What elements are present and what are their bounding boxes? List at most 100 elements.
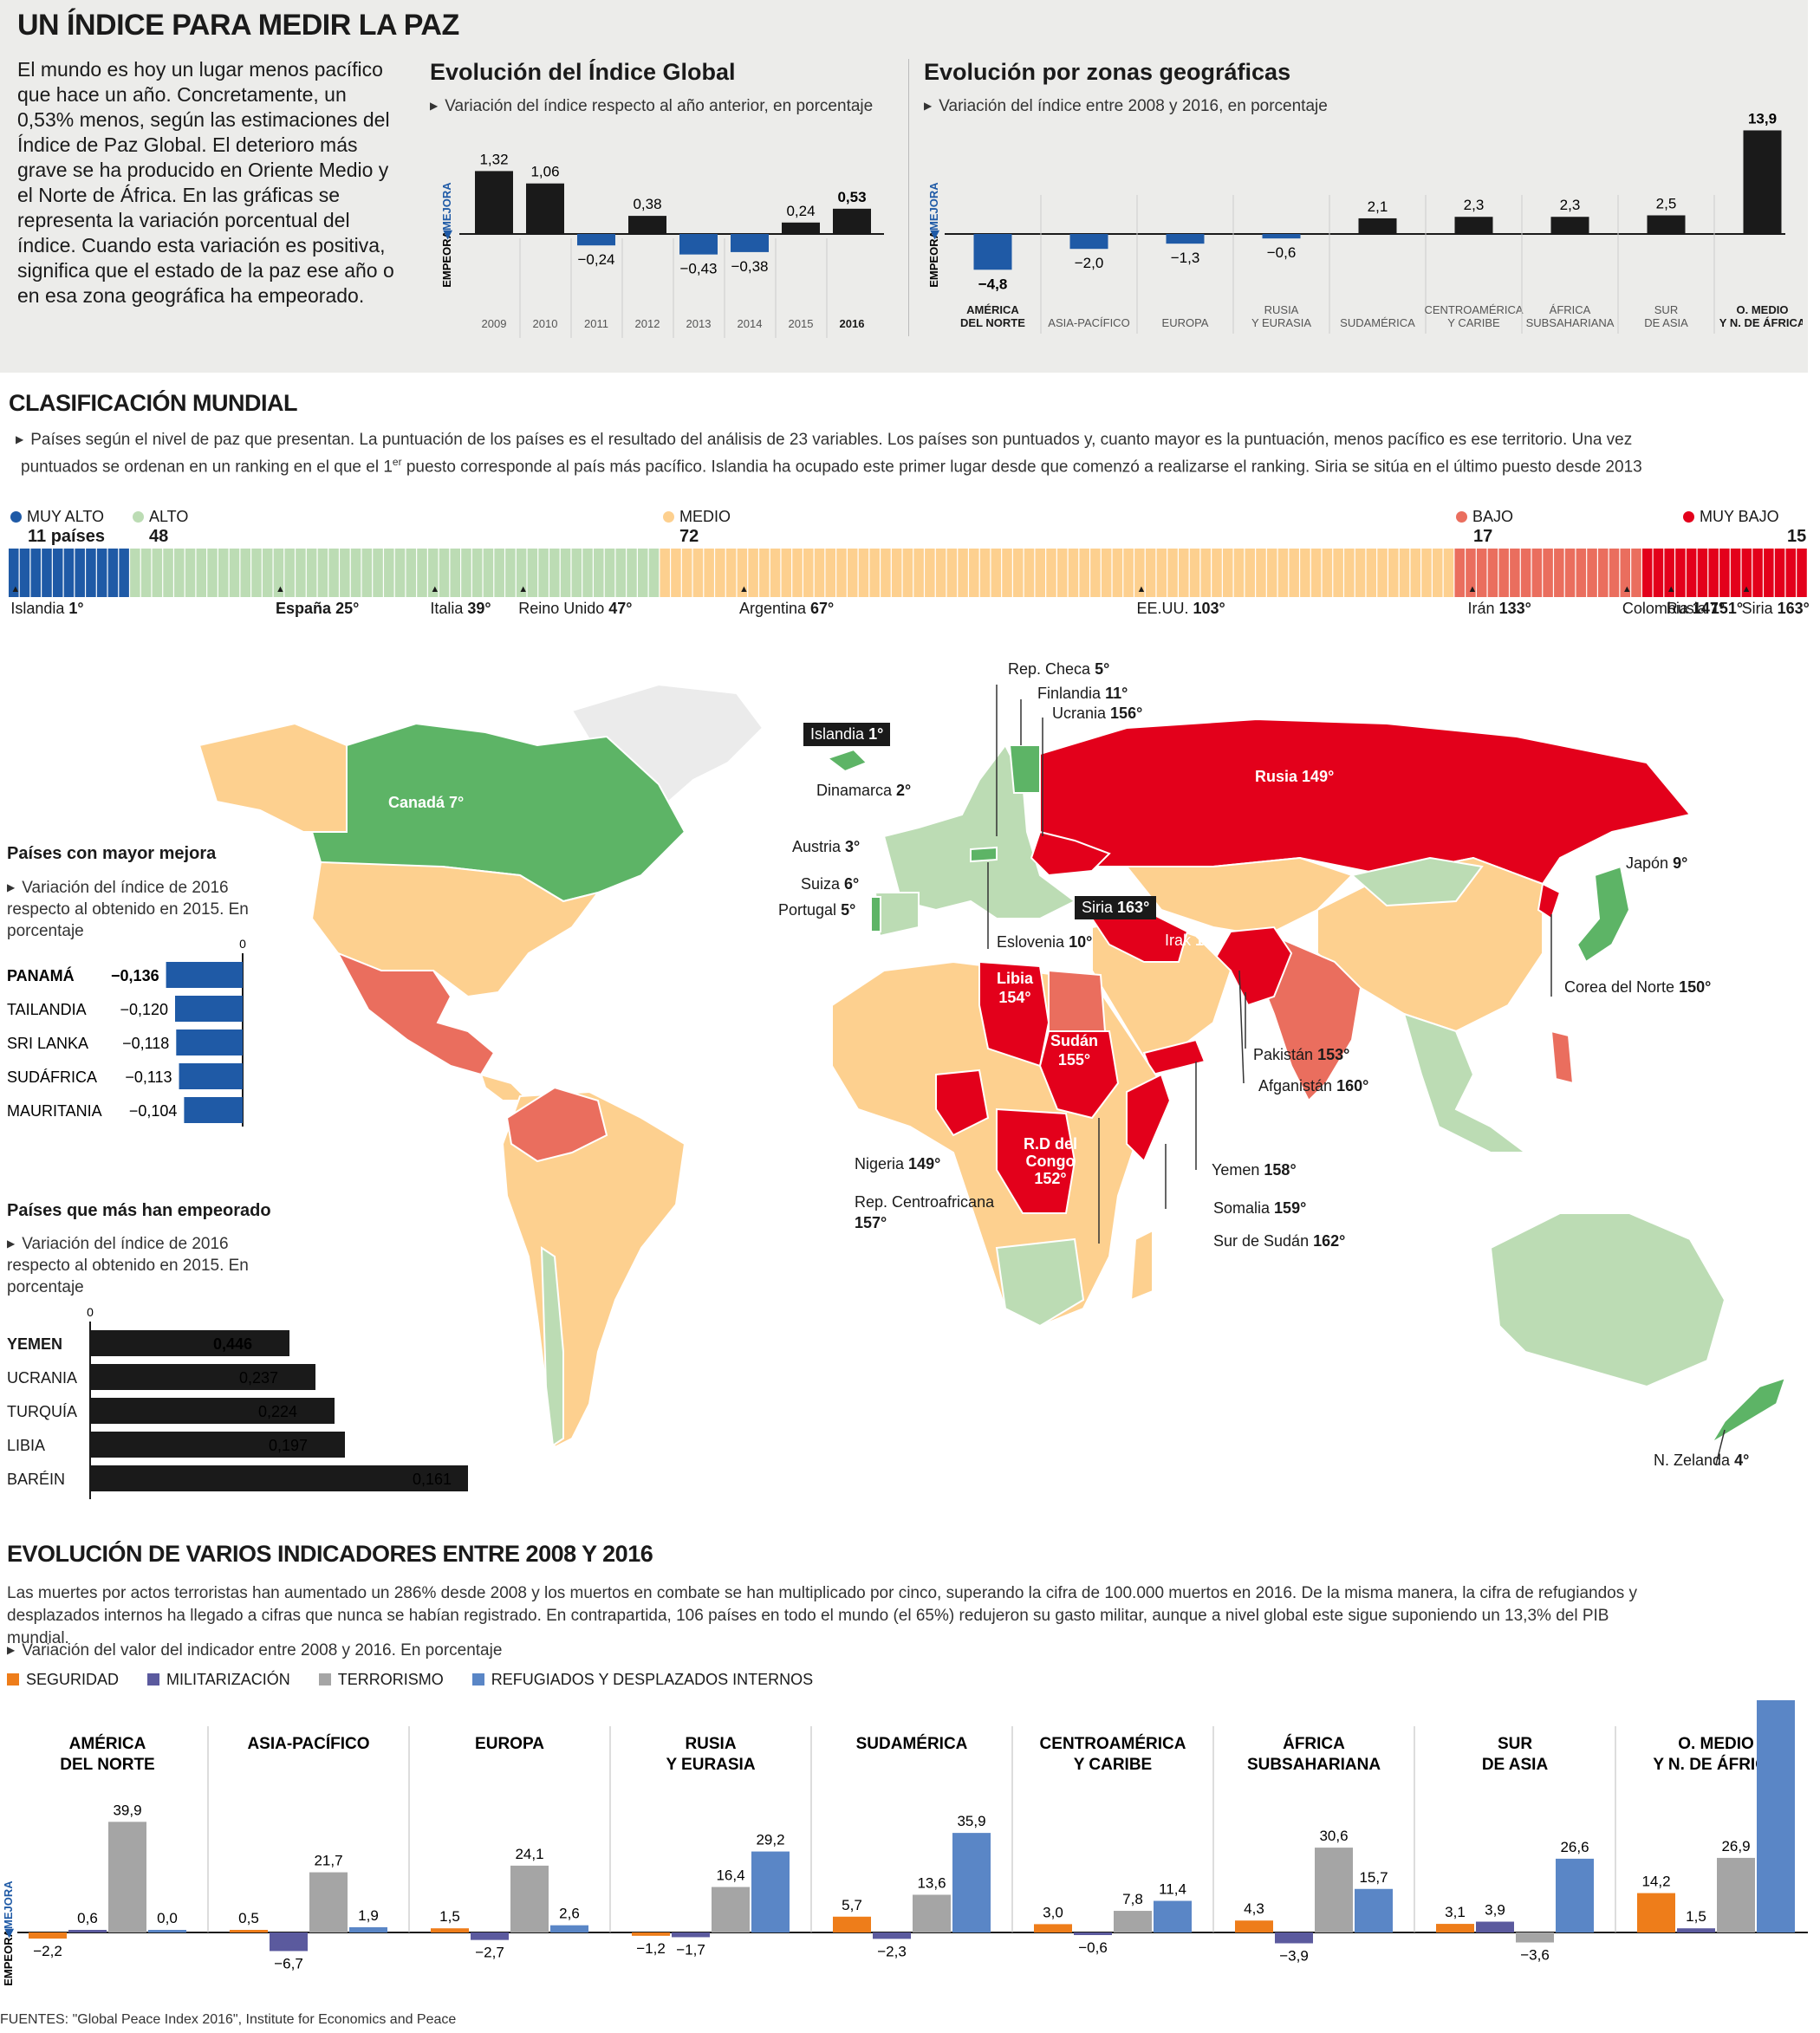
value-label: −1,7 <box>676 1941 705 1958</box>
rank-stripe <box>549 549 560 597</box>
value-label: 1,5 <box>1686 1908 1706 1925</box>
rank-stripe <box>1333 549 1343 597</box>
marker-rank: 133° <box>1498 600 1531 617</box>
bar-improved <box>176 1029 243 1055</box>
tick-label: RUSIA <box>1264 303 1299 316</box>
bar-2010 <box>526 183 564 234</box>
value-label: 0,237 <box>239 1369 278 1387</box>
tick-label: CENTROAMÉRICA <box>1424 303 1523 316</box>
value-label: −0,113 <box>125 1068 172 1086</box>
bar-zone-4 <box>1358 218 1397 234</box>
global-chart-title: Evolución del Índice Global <box>430 59 736 85</box>
value-label: 0,0 <box>157 1910 178 1926</box>
legend-count-alto: 48 <box>149 527 169 546</box>
rank-stripe <box>406 549 417 597</box>
row-label: TURQUÍA <box>7 1403 77 1420</box>
bar-indicator <box>952 1833 991 1932</box>
country-rank: 6° <box>844 875 860 893</box>
rank-marker: Siria 163° <box>1742 584 1810 618</box>
rank-stripe <box>273 549 284 597</box>
rank-stripe <box>1012 549 1024 597</box>
map-label-sur-sudan: Sur de Sudán 162° <box>1213 1232 1345 1250</box>
legend-label: REFUGIADOS Y DESPLAZADOS INTERNOS <box>491 1671 814 1688</box>
group-label: Y N. DE ÁFRICA <box>1653 1755 1779 1774</box>
rank-stripe <box>417 549 427 597</box>
value-label: 0,5 <box>238 1910 259 1926</box>
bar-indicator <box>550 1925 588 1932</box>
mongolia-shape <box>1349 856 1484 907</box>
rank-stripe <box>1641 549 1653 597</box>
tick-label: Y N. DE ÁFRICA <box>1719 316 1803 329</box>
rank-stripe <box>9 549 19 597</box>
legend-seguridad: SEGURIDAD <box>7 1671 119 1688</box>
value-label: 26,9 <box>1721 1838 1750 1854</box>
rank-stripe <box>1653 549 1664 597</box>
rank-stripe <box>881 549 891 597</box>
country-name: Nigeria <box>855 1155 905 1172</box>
rank-stripe <box>1377 549 1388 597</box>
rank-stripe <box>75 549 85 597</box>
map-label-afganistan: Afganistán 160° <box>1258 1077 1368 1095</box>
rank-stripe <box>450 549 460 597</box>
map-chip-islandia: Islandia 1° <box>803 723 891 746</box>
rank-stripe <box>1256 549 1266 597</box>
rank-stripe <box>1200 549 1212 597</box>
legend-label: TERRORISMO <box>337 1671 444 1688</box>
tick-label: ASIA-PACÍFICO <box>1048 316 1129 329</box>
rank-stripe <box>1189 549 1200 597</box>
rank-stripe <box>792 549 803 597</box>
legend-swatch <box>471 1673 484 1686</box>
country-name: Sur de Sudán <box>1213 1232 1310 1250</box>
country-rank: 149° <box>908 1155 941 1172</box>
portugal-shape <box>870 896 881 932</box>
rank-stripe <box>825 549 836 597</box>
legend-label: ALTO <box>149 508 189 525</box>
tick-label: 2015 <box>789 317 814 330</box>
rank-stripe <box>1797 549 1807 597</box>
group-label: Y CARIBE <box>1074 1756 1152 1774</box>
map-label-finlandia: Finlandia 11° <box>1037 685 1128 703</box>
rank-stripe <box>1697 549 1708 597</box>
map-label-canada: Canadá 7° <box>388 794 464 812</box>
rank-stripe <box>516 549 527 597</box>
bar-indicator <box>68 1930 107 1932</box>
value-label: −2,3 <box>877 1943 907 1959</box>
rank-stripe <box>1543 549 1553 597</box>
rank-stripe <box>163 549 173 597</box>
value-label: −0,104 <box>129 1102 178 1120</box>
rank-stripe <box>748 549 758 597</box>
rank-stripe <box>1035 549 1046 597</box>
tick-label: SUR <box>1654 303 1678 316</box>
bar-indicator <box>751 1851 790 1932</box>
rank-stripe <box>560 549 571 597</box>
map-label-rep-checa: Rep. Checa 5° <box>1008 660 1109 679</box>
country-rank: 161° <box>1195 932 1228 949</box>
row-label: LIBIA <box>7 1437 45 1454</box>
rank-stripe <box>836 549 847 597</box>
rank-stripe <box>538 549 549 597</box>
page-title: UN ÍNDICE PARA MEDIR LA PAZ <box>17 9 459 42</box>
map-label-rep-centroafricana: Rep. Centroafricana 157° <box>855 1192 994 1233</box>
alaska-shape <box>198 722 348 833</box>
rank-stripe <box>1167 549 1178 597</box>
bar-2012 <box>628 216 666 234</box>
tick-label: O. MEDIO <box>1737 303 1789 316</box>
value-label: −0,24 <box>577 251 614 268</box>
rank-stripe <box>1002 549 1012 597</box>
value-label: 2,3 <box>1560 197 1581 213</box>
value-label: −2,7 <box>475 1945 504 1961</box>
bar-2015 <box>782 222 820 234</box>
value-label: 0,446 <box>213 1335 252 1353</box>
marker-rank: 163° <box>1777 600 1810 617</box>
rank-stripe <box>229 549 240 597</box>
marker-rank: 39° <box>467 600 491 617</box>
value-label: 35,9 <box>957 1813 985 1829</box>
rank-stripe <box>991 549 1002 597</box>
value-label: 3,9 <box>1485 1902 1505 1919</box>
rank-stripe <box>1289 549 1299 597</box>
rank-stripe <box>759 549 770 597</box>
value-label: 2,5 <box>1656 196 1677 212</box>
rank-stripe <box>207 549 218 597</box>
value-label: 7,8 <box>1122 1891 1143 1907</box>
value-label: 21,7 <box>314 1853 342 1869</box>
